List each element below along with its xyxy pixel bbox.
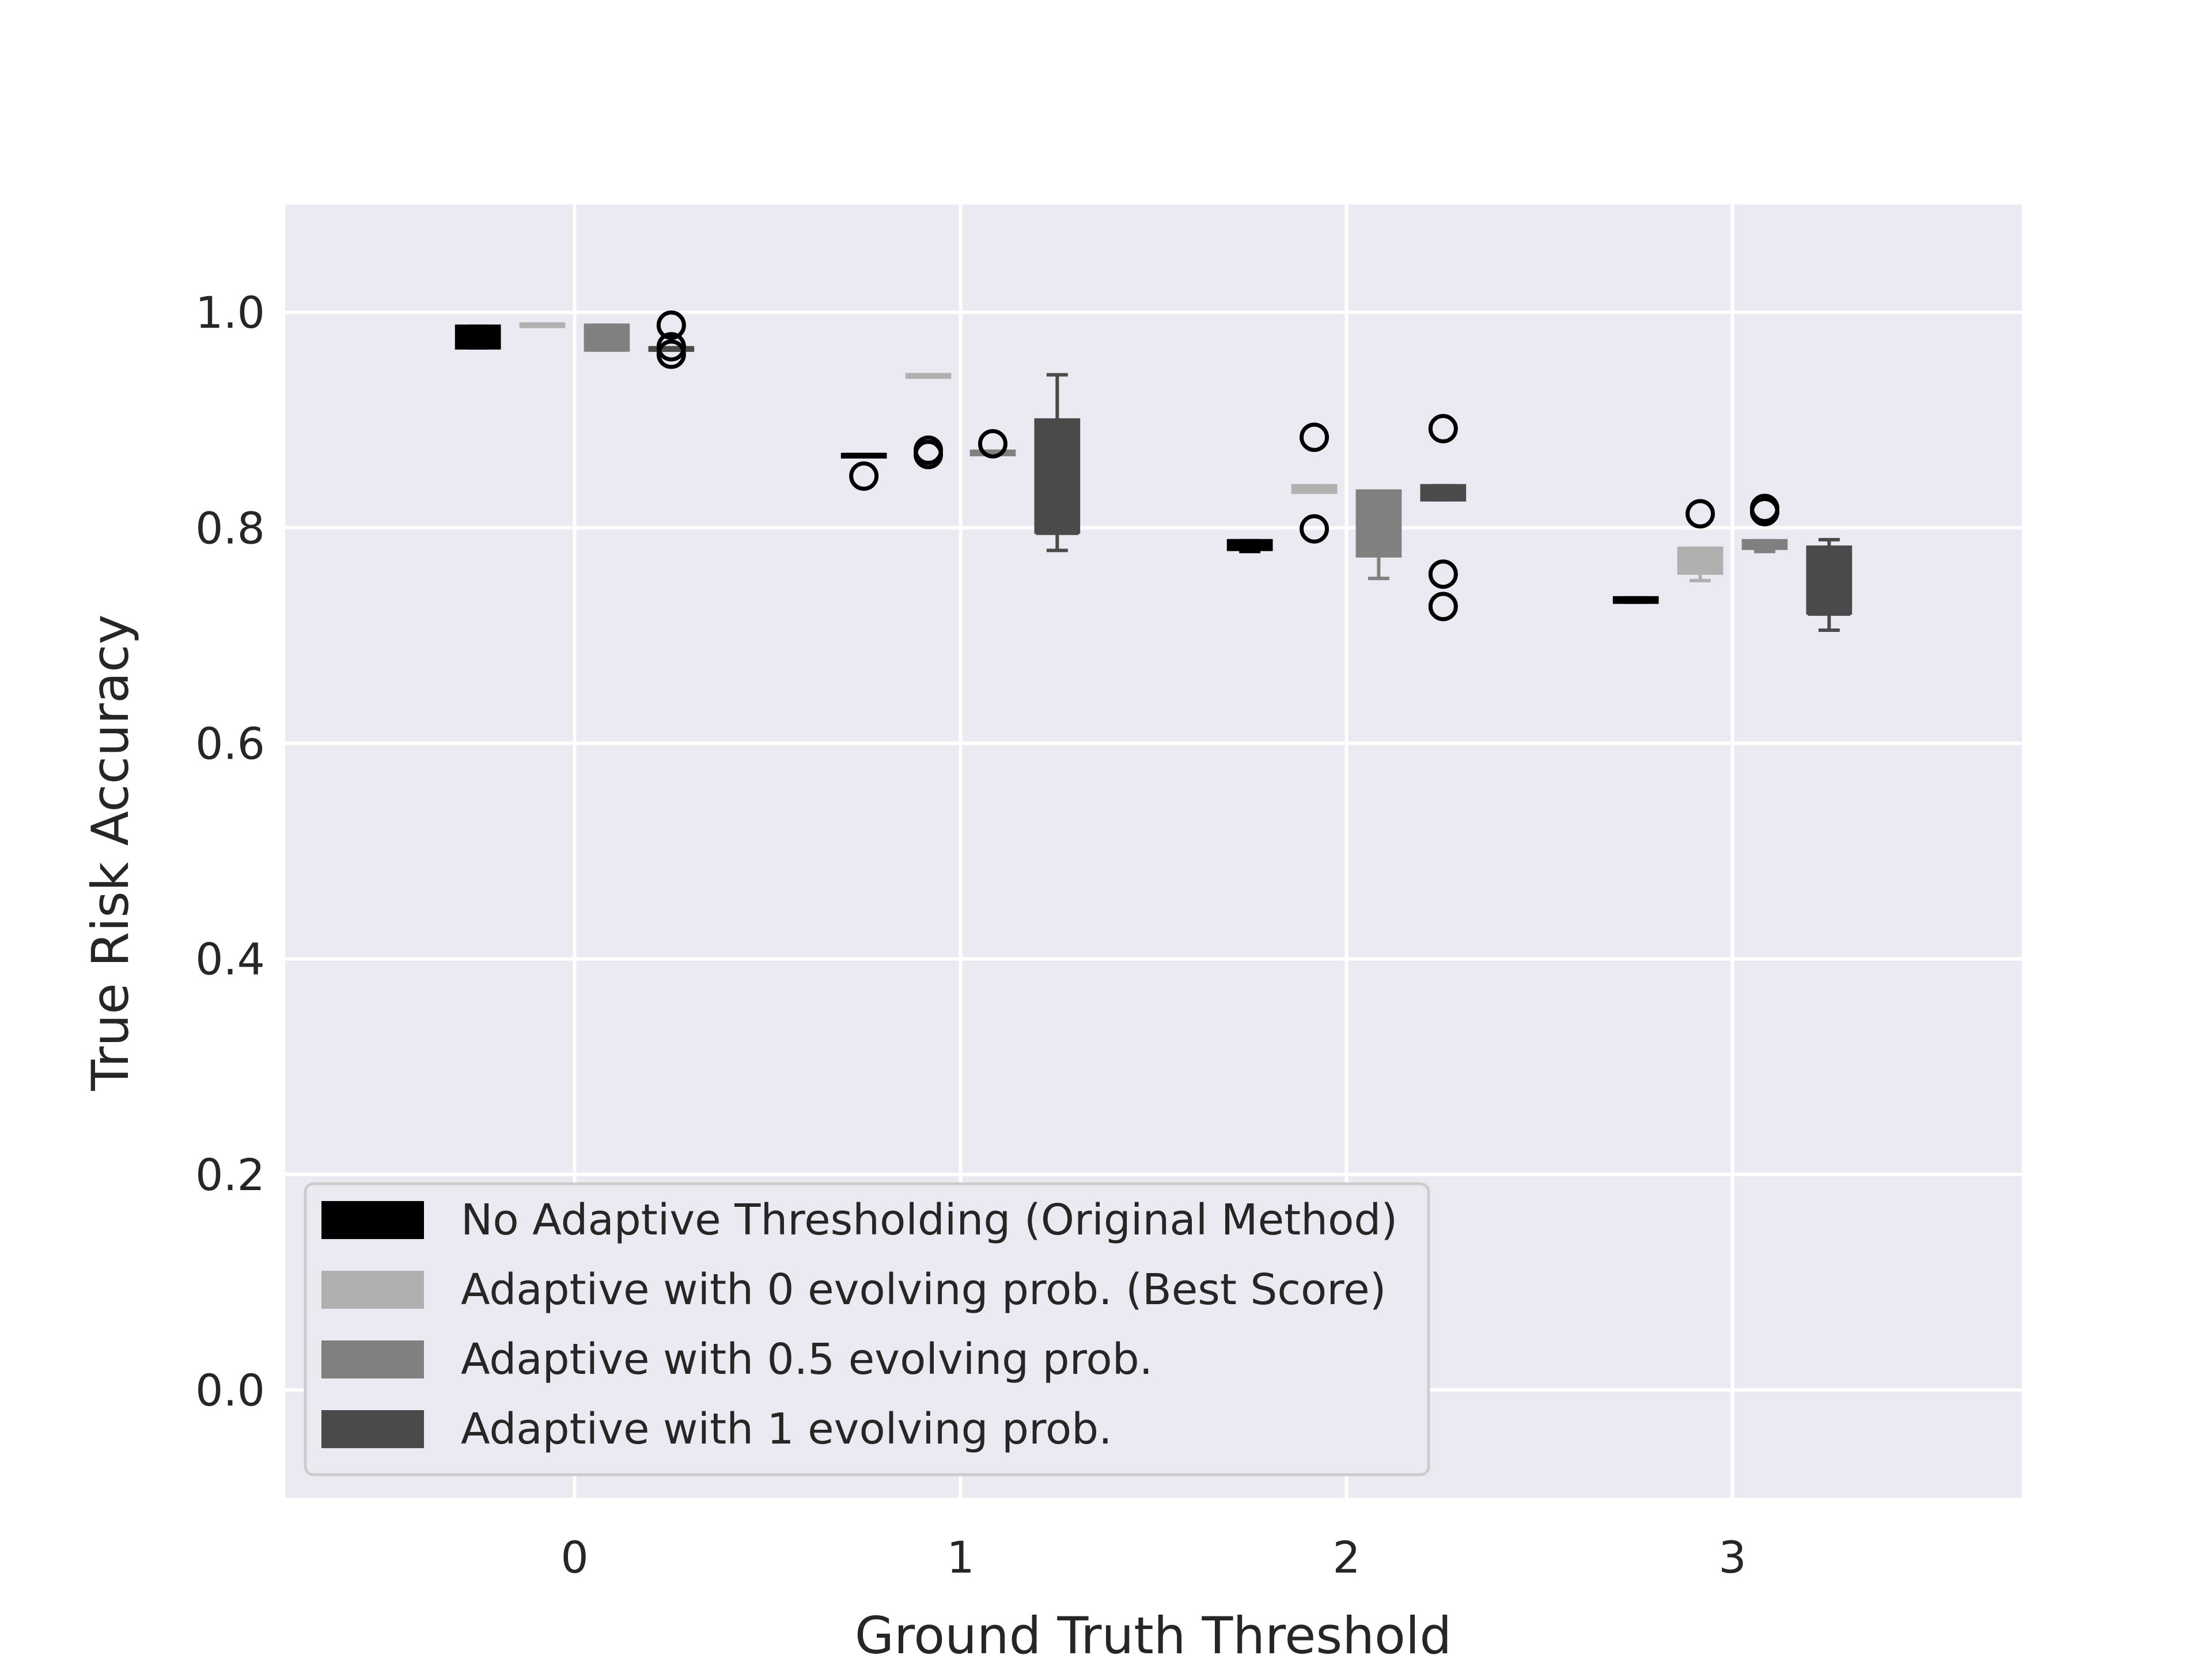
legend: No Adaptive Thresholding (Original Metho… xyxy=(304,1182,1430,1476)
box-body xyxy=(1355,489,1402,558)
y-tick-label: 0.6 xyxy=(195,718,265,769)
x-tick-label: 2 xyxy=(1332,1532,1360,1583)
legend-label: Adaptive with 1 evolving prob. xyxy=(461,1404,1112,1454)
y-axis-title: True Risk Accuracy xyxy=(81,614,140,1091)
outlier-point xyxy=(656,310,686,340)
outlier-point xyxy=(1300,514,1330,544)
outlier-point xyxy=(1428,592,1458,622)
x-tick-label: 0 xyxy=(560,1532,588,1583)
y-tick-label: 0.4 xyxy=(195,934,265,985)
box-2-series-1 xyxy=(1291,484,1338,494)
legend-label: Adaptive with 0.5 evolving prob. xyxy=(461,1335,1153,1384)
box-1-series-2 xyxy=(969,449,1016,457)
legend-swatch xyxy=(321,1201,424,1239)
y-tick-labels: 0.0 0.2 0.4 0.6 0.8 1.0 xyxy=(195,287,265,1416)
outlier-point xyxy=(1685,499,1715,529)
box-0-series-2 xyxy=(584,323,630,352)
outlier-point xyxy=(914,440,944,469)
outlier-point xyxy=(656,339,686,369)
outlier-point xyxy=(849,461,879,491)
box-3-series-0 xyxy=(1612,596,1659,604)
legend-items: No Adaptive Thresholding (Original Metho… xyxy=(321,1195,1397,1454)
box-1-series-3 xyxy=(1034,373,1081,552)
box-3-series-1 xyxy=(1677,546,1724,582)
legend-swatch xyxy=(321,1340,424,1378)
legend-label: No Adaptive Thresholding (Original Metho… xyxy=(461,1195,1397,1245)
box-3-series-2 xyxy=(1741,539,1788,554)
x-axis-title: Ground Truth Threshold xyxy=(855,1606,1452,1659)
outlier-point xyxy=(1300,422,1330,452)
legend-frame xyxy=(304,1182,1430,1476)
grid-lines xyxy=(285,204,2022,1498)
box-2-series-3 xyxy=(1420,484,1467,502)
box-body xyxy=(584,323,630,352)
legend-label: Adaptive with 0 evolving prob. (Best Sco… xyxy=(461,1265,1387,1315)
outlier-points xyxy=(656,310,1779,622)
box-1-series-1 xyxy=(905,373,952,379)
box-2-series-2 xyxy=(1355,489,1402,581)
box-2-series-0 xyxy=(1226,539,1273,554)
y-tick-label: 0.2 xyxy=(195,1149,265,1200)
outlier-point xyxy=(1428,559,1458,589)
x-tick-label: 3 xyxy=(1718,1532,1746,1583)
box-3-series-3 xyxy=(1806,537,1853,632)
outlier-point xyxy=(656,332,686,362)
box-0-series-3 xyxy=(648,346,695,352)
outlier-point xyxy=(1428,414,1458,444)
y-tick-label: 0.8 xyxy=(195,502,265,554)
x-tick-label: 1 xyxy=(946,1532,974,1583)
y-tick-label: 1.0 xyxy=(195,287,265,338)
box-0-series-0 xyxy=(454,324,501,350)
outlier-point xyxy=(978,429,1007,459)
x-tick-labels: 0 1 2 3 xyxy=(560,1532,1746,1583)
box-body xyxy=(1034,418,1081,534)
box-0-series-1 xyxy=(519,322,566,328)
y-tick-label: 0.0 xyxy=(195,1365,265,1416)
box-1-series-0 xyxy=(840,452,887,459)
outlier-point xyxy=(1749,497,1779,527)
legend-swatch xyxy=(321,1410,424,1448)
legend-swatch xyxy=(321,1271,424,1309)
box-body xyxy=(1806,545,1853,615)
box-groups xyxy=(454,322,1853,632)
